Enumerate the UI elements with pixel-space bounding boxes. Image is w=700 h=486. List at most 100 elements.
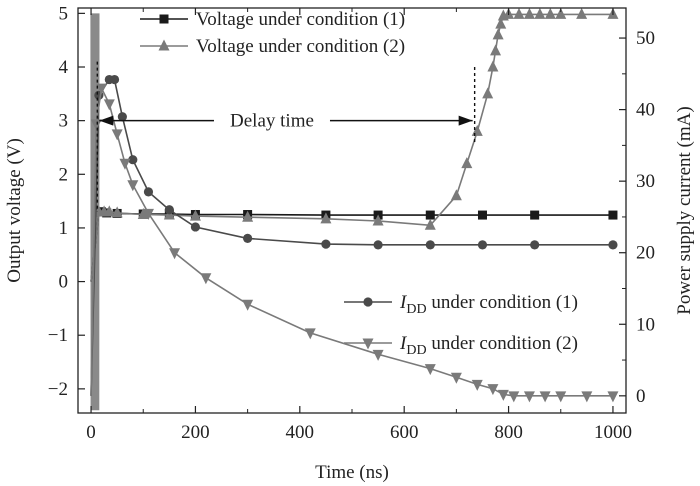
legend-label-prefix: I — [399, 333, 408, 354]
data-point — [117, 112, 127, 122]
delay-arrowhead-left — [99, 115, 114, 126]
legend-marker — [158, 39, 170, 51]
annotation-layer: Delay time — [96, 61, 476, 212]
data-point — [477, 210, 487, 220]
data-point — [555, 8, 567, 19]
data-point — [487, 60, 499, 72]
data-point — [242, 210, 254, 222]
data-point — [142, 208, 154, 220]
data-point — [373, 240, 383, 250]
y-right-tick-label: 10 — [636, 314, 655, 335]
data-point — [471, 124, 483, 136]
legend-marker — [159, 14, 169, 24]
y-left-tick-label: 1 — [59, 218, 69, 239]
data-point — [164, 205, 174, 215]
series-3 — [90, 74, 618, 396]
data-point — [90, 119, 102, 131]
data-point — [169, 248, 181, 260]
data-point — [450, 189, 462, 201]
data-point — [137, 208, 149, 220]
legend-label-rest: under condition (2) — [427, 333, 578, 354]
legend-label: IDD under condition (1) — [399, 292, 578, 317]
data-point — [555, 391, 567, 403]
x-axis-label: Time (ns) — [315, 462, 389, 483]
data-point — [581, 391, 593, 403]
legend-entry: Voltage under condition (1) — [140, 9, 405, 30]
data-point — [513, 8, 525, 19]
data-point — [477, 240, 488, 250]
delay-arrowhead-right — [458, 115, 473, 126]
data-point — [243, 233, 253, 244]
data-point — [143, 187, 154, 197]
data-point — [490, 44, 502, 56]
y-left-tick-label: 3 — [59, 111, 69, 132]
data-point — [530, 240, 540, 250]
data-point — [544, 8, 556, 19]
series-layer — [90, 8, 619, 411]
data-point — [508, 391, 520, 403]
legend-label-rest: under condition (1) — [427, 292, 578, 313]
data-point — [424, 364, 436, 376]
transient-burst — [90, 13, 100, 411]
legend-label-subscript: DD — [406, 302, 426, 317]
data-point — [127, 180, 139, 192]
x-tick-label: 0 — [86, 422, 96, 443]
legend-marker — [362, 338, 374, 350]
data-point — [321, 239, 331, 249]
y-left-tick-label: 5 — [59, 3, 69, 24]
data-point — [461, 157, 473, 169]
data-point — [320, 212, 332, 224]
data-point — [482, 87, 494, 99]
y-left-tick-label: 2 — [59, 164, 69, 185]
legend-label: Voltage under condition (2) — [196, 36, 405, 57]
data-point — [523, 8, 535, 19]
data-point — [119, 158, 131, 170]
data-point — [608, 210, 618, 220]
y-left-tick-label: −2 — [48, 379, 68, 400]
data-point — [200, 273, 212, 285]
legend-label-subscript: DD — [406, 343, 426, 358]
y-right-tick-label: 40 — [636, 100, 655, 121]
data-point — [242, 299, 254, 311]
data-point — [103, 99, 115, 111]
data-point — [128, 155, 138, 165]
data-point — [372, 214, 384, 226]
data-point — [304, 328, 316, 340]
legend-label-prefix: I — [399, 292, 408, 313]
y-axis-right-label: Power supply current (mA) — [674, 106, 695, 314]
y-right-tick-label: 20 — [636, 243, 655, 264]
data-point — [372, 349, 384, 361]
y-left-tick-label: 0 — [59, 272, 69, 293]
data-point — [95, 83, 107, 95]
data-point — [523, 391, 535, 403]
data-point — [495, 17, 507, 29]
x-tick-label: 1000 — [594, 422, 632, 443]
legend-label: Voltage under condition (1) — [196, 9, 405, 30]
data-point — [109, 74, 120, 85]
y-right-tick-label: 0 — [636, 386, 646, 407]
data-point — [111, 206, 123, 218]
legend-entry: Voltage under condition (2) — [140, 36, 405, 57]
y-right-tick-label: 50 — [636, 28, 655, 49]
data-point — [189, 209, 201, 221]
legend-label: IDD under condition (2) — [399, 333, 578, 358]
legend-layer: Voltage under condition (1) Voltage under… — [140, 9, 578, 358]
data-point — [608, 240, 618, 250]
y-right-tick-label: 30 — [636, 171, 655, 192]
data-point — [425, 210, 435, 220]
x-tick-label: 400 — [286, 422, 315, 443]
data-point — [539, 391, 551, 403]
data-point — [576, 8, 588, 19]
y-left-tick-label: 4 — [59, 57, 69, 78]
data-point — [450, 372, 462, 384]
delay-time-label: Delay time — [230, 111, 314, 132]
x-tick-label: 600 — [390, 422, 419, 443]
data-point — [534, 8, 546, 19]
legend-entry: IDD under condition (2) — [344, 333, 578, 358]
data-point — [607, 391, 619, 403]
x-tick-label: 200 — [181, 422, 210, 443]
data-point — [530, 210, 540, 220]
data-point — [190, 222, 201, 232]
